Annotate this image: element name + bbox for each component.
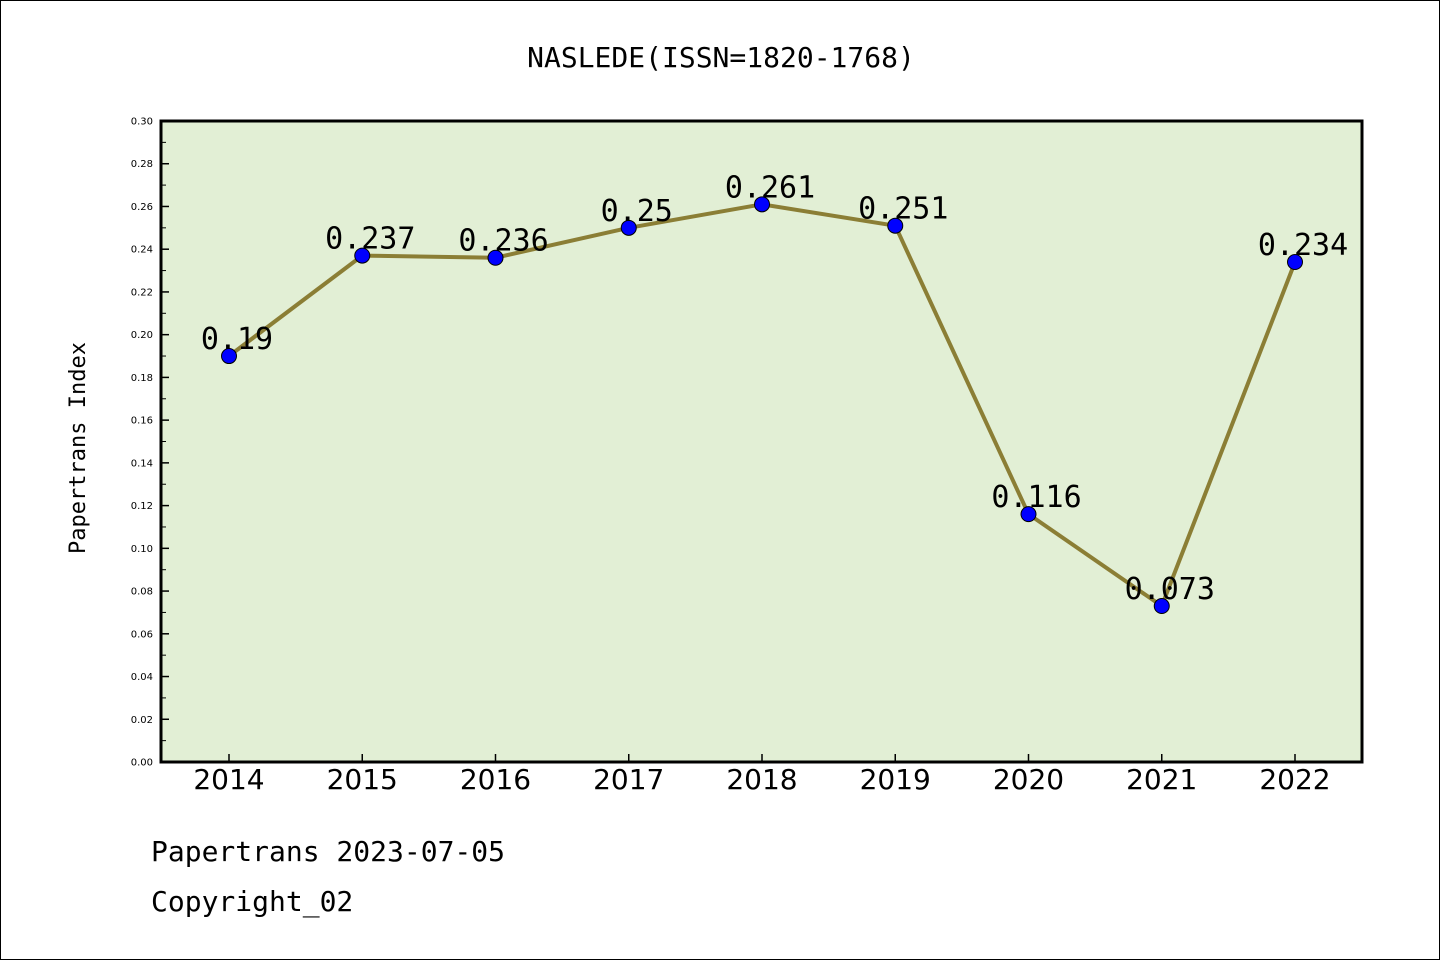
data-label: 0.236 [458,224,548,259]
y-tick-label: 0.02 [131,715,153,726]
y-tick-label: 0.04 [131,672,153,683]
data-point [487,249,504,266]
data-labels: 0.19 0.237 0.236 0.25 0.261 0.251 0.116 0.073 0.… [201,170,1348,607]
data-point [620,219,637,236]
data-point [754,196,770,213]
x-tick-label: 2015 [327,763,398,796]
y-tick-label: 0.24 [131,245,153,256]
plot-area [159,119,1364,764]
y-tick-label: 0.20 [131,330,153,341]
y-tick-label: 0.18 [131,373,153,384]
data-point [887,217,904,234]
x-tick-label: 2017 [593,763,664,796]
x-tick-label: 2014 [193,763,264,796]
data-point [354,247,371,264]
y-tick-label: 0.10 [131,544,153,555]
x-tick-label: 2018 [726,763,797,796]
y-tick-label: 0.06 [131,629,153,640]
x-tick-label: 2016 [460,763,531,796]
data-label: 0.237 [325,222,415,257]
data-point [1287,254,1303,271]
y-tick-label: 0.08 [131,587,153,598]
y-tick-label: 0.26 [131,202,153,213]
data-point [1153,598,1170,615]
x-tick-label: 2019 [860,763,931,796]
footer-date: Papertrans 2023-07-05 [151,835,506,868]
data-label: 0.073 [1125,572,1215,607]
data-label: 0.25 [601,194,673,229]
y-tick-label: 0.16 [131,416,153,427]
y-tick-label: 0.30 [131,117,153,128]
data-label: 0.251 [858,192,948,227]
chart-title: NASLEDE(ISSN=1820-1768) [527,41,915,74]
data-point [1020,506,1037,523]
data-label: 0.261 [725,170,815,205]
y-tick-label: 0.22 [131,287,153,298]
y-axis-ticks: 0.00 0.02 0.04 0.06 0.08 0.10 0.12 0.14 0.16 0.18… [131,117,169,769]
y-tick-label: 0.28 [131,159,153,170]
footer-copyright: Copyright_02 [151,885,354,918]
y-tick-label: 0.12 [131,501,153,512]
y-axis-label: Papertrans Index [66,342,91,554]
x-tick-label: 2021 [1126,763,1197,796]
data-point [221,348,237,365]
data-label: 0.234 [1258,228,1348,263]
y-tick-label: 0.00 [131,758,153,769]
data-markers [221,196,1303,615]
x-tick-label: 2020 [993,763,1064,796]
x-tick-label: 2022 [1259,763,1330,796]
y-tick-label: 0.14 [131,458,153,469]
x-axis-ticks: 2014 2015 2016 2017 2018 2019 2020 2021 2022 [193,754,1331,796]
data-label: 0.19 [201,322,273,357]
data-label: 0.116 [991,480,1081,515]
